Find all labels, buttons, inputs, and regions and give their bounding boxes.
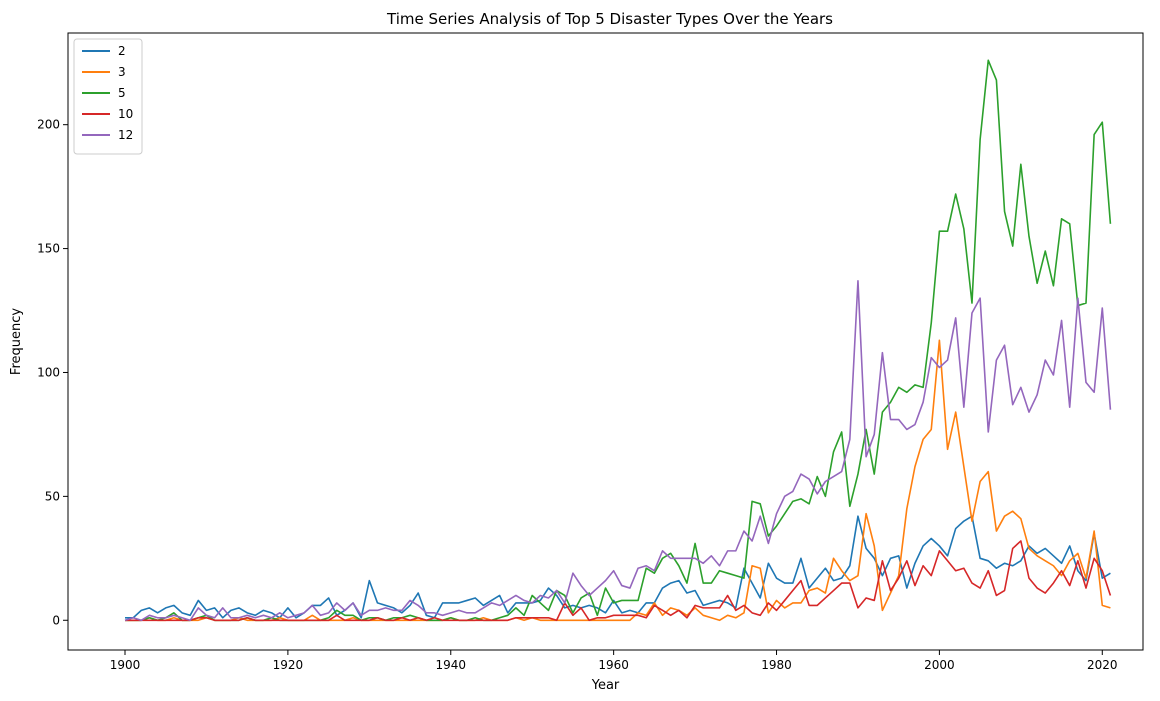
x-tick-label: 1940 bbox=[435, 658, 466, 672]
x-tick-label: 2020 bbox=[1087, 658, 1118, 672]
y-tick-label: 50 bbox=[45, 489, 60, 503]
y-tick-label: 100 bbox=[37, 365, 60, 379]
y-axis-title: Frequency bbox=[9, 308, 24, 375]
x-tick-label: 1980 bbox=[761, 658, 792, 672]
x-tick-label: 2000 bbox=[924, 658, 955, 672]
legend-label-2: 2 bbox=[118, 44, 126, 58]
legend-label-10: 10 bbox=[118, 107, 133, 121]
y-tick-label: 0 bbox=[52, 613, 60, 627]
x-axis-title: Year bbox=[591, 678, 620, 693]
legend-label-5: 5 bbox=[118, 86, 126, 100]
x-tick-label: 1900 bbox=[110, 658, 141, 672]
legend-label-3: 3 bbox=[118, 65, 126, 79]
series-line-10 bbox=[125, 540, 1112, 622]
legend-frame bbox=[73, 38, 143, 155]
series-line-12 bbox=[124, 279, 1112, 622]
y-tick-label: 150 bbox=[37, 242, 60, 256]
chart-title: Time Series Analysis of Top 5 Disaster T… bbox=[386, 10, 833, 28]
plot-frame bbox=[67, 32, 1144, 651]
y-axis-ticks: 0 50 100 150 200 bbox=[37, 118, 68, 627]
y-tick-label: 200 bbox=[37, 118, 60, 132]
legend: 2 3 5 10 12 bbox=[73, 38, 143, 155]
series-line-5 bbox=[125, 59, 1112, 622]
x-tick-label: 1920 bbox=[273, 658, 304, 672]
x-tick-label: 1960 bbox=[598, 658, 629, 672]
legend-label-12: 12 bbox=[118, 128, 133, 142]
series-layer bbox=[124, 59, 1112, 622]
x-axis-ticks: 1900 1920 1940 1960 1980 2000 2020 bbox=[110, 650, 1118, 672]
series-line-2 bbox=[125, 515, 1111, 619]
